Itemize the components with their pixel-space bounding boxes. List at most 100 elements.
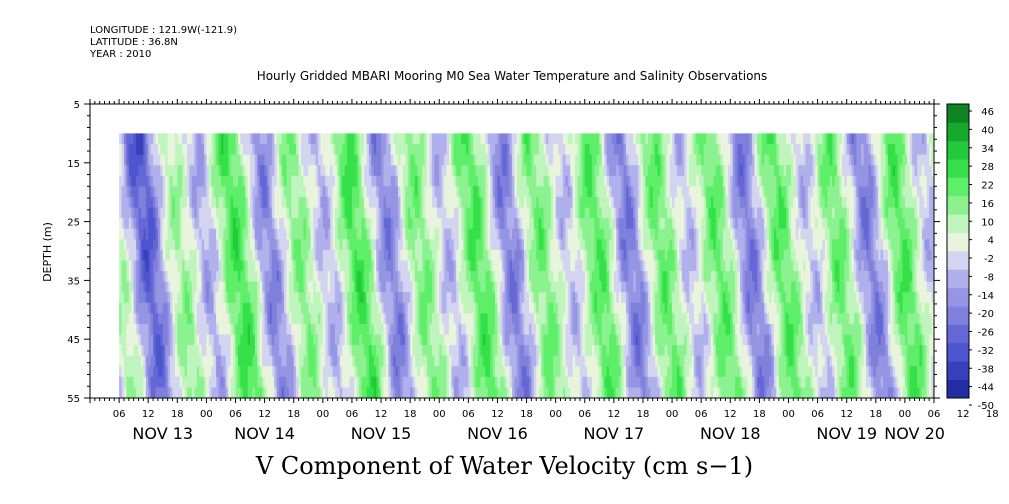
heatmap-cell (555, 376, 559, 388)
heatmap-cell (468, 260, 472, 272)
heatmap-cell (378, 154, 382, 166)
heatmap-cell (155, 281, 159, 293)
heatmap-cell (189, 165, 193, 177)
heatmap-cell (516, 323, 520, 335)
heatmap-cell (184, 355, 188, 367)
heatmap-cell (412, 260, 416, 272)
heatmap-cell (160, 154, 164, 166)
heatmap-cell (296, 175, 300, 187)
heatmap-cell (347, 228, 351, 240)
heatmap-cell (431, 239, 435, 251)
heatmap-cell (448, 143, 452, 156)
heatmap-cell (514, 165, 518, 177)
heatmap-cell (555, 165, 559, 177)
heatmap-cell (187, 270, 190, 283)
heatmap-cell (220, 175, 224, 187)
heatmap-cell (509, 239, 513, 251)
heatmap-cell (487, 313, 491, 325)
heatmap-cell (482, 133, 486, 145)
heatmap-cell (237, 228, 241, 240)
heatmap-cell (562, 249, 566, 261)
heatmap-cell (310, 345, 314, 357)
heatmap-cell (182, 260, 186, 272)
heatmap-cell (359, 355, 363, 367)
heatmap-cell (485, 186, 489, 198)
heatmap-cell (570, 218, 574, 230)
heatmap-cell (400, 175, 404, 187)
heatmap-cell (199, 228, 203, 240)
heatmap-cell (138, 165, 142, 177)
heatmap-cell (577, 313, 581, 325)
heatmap-cell (393, 218, 397, 230)
heatmap-cell (417, 366, 421, 378)
heatmap-cell (509, 186, 513, 198)
heatmap-cell (167, 292, 171, 304)
heatmap-cell (373, 387, 377, 398)
heatmap-cell (276, 175, 280, 187)
heatmap-cell (242, 292, 246, 304)
heatmap-cell (538, 260, 542, 272)
heatmap-cell (553, 376, 557, 388)
heatmap-cell (240, 376, 244, 388)
heatmap-cell (492, 355, 496, 367)
heatmap-cell (575, 249, 578, 261)
heatmap-cell (553, 387, 557, 398)
heatmap-cell (259, 292, 263, 304)
heatmap-cell (121, 355, 125, 367)
heatmap-cell (305, 154, 309, 166)
heatmap-cell (448, 249, 452, 261)
heatmap-cell (245, 165, 249, 177)
heatmap-cell (327, 281, 331, 293)
heatmap-cell (555, 345, 559, 357)
heatmap-cell (128, 239, 132, 251)
heatmap-cell (296, 239, 300, 251)
heatmap-cell (262, 186, 266, 198)
heatmap-cell (201, 281, 205, 293)
heatmap-cell (354, 292, 358, 304)
heatmap-cell (170, 228, 173, 240)
heatmap-cell (509, 345, 513, 357)
heatmap-cell (538, 154, 542, 166)
heatmap-cell (407, 366, 411, 378)
heatmap-cell (575, 355, 578, 367)
heatmap-cell (148, 207, 152, 219)
heatmap-cell (359, 376, 363, 388)
heatmap-cell (402, 376, 406, 388)
heatmap-cell (218, 292, 222, 304)
heatmap-cell (456, 281, 460, 293)
heatmap-cell (237, 376, 241, 388)
heatmap-cell (553, 366, 557, 378)
heatmap-cell (305, 165, 309, 177)
heatmap-cell (351, 165, 355, 177)
heatmap-cell (160, 302, 164, 314)
heatmap-cell (495, 239, 498, 251)
heatmap-cell (121, 175, 125, 187)
heatmap-cell (376, 323, 380, 335)
heatmap-cell (570, 387, 574, 398)
heatmap-cell (228, 207, 232, 219)
heatmap-cell (140, 154, 144, 166)
heatmap-cell (381, 366, 384, 378)
heatmap-cell (463, 376, 467, 388)
heatmap-cell (412, 355, 416, 367)
heatmap-cell (301, 207, 304, 219)
heatmap-cell (570, 345, 574, 357)
heatmap-cell (351, 175, 355, 187)
heatmap-cell (191, 292, 195, 304)
heatmap-cell (342, 292, 346, 304)
heatmap-cell (296, 218, 300, 230)
heatmap-cell (570, 249, 574, 261)
heatmap-cell (533, 186, 537, 198)
heatmap-cell (424, 249, 428, 261)
heatmap-cell (162, 165, 166, 177)
heatmap-cell (148, 302, 152, 314)
heatmap-cell (203, 186, 207, 198)
heatmap-cell (140, 292, 144, 304)
heatmap-cell (444, 260, 448, 272)
heatmap-cell (550, 323, 554, 335)
heatmap-cell (565, 249, 569, 261)
heatmap-cell (354, 186, 358, 198)
heatmap-cell (199, 196, 203, 208)
heatmap-cell (320, 249, 324, 261)
heatmap-cell (579, 281, 583, 293)
